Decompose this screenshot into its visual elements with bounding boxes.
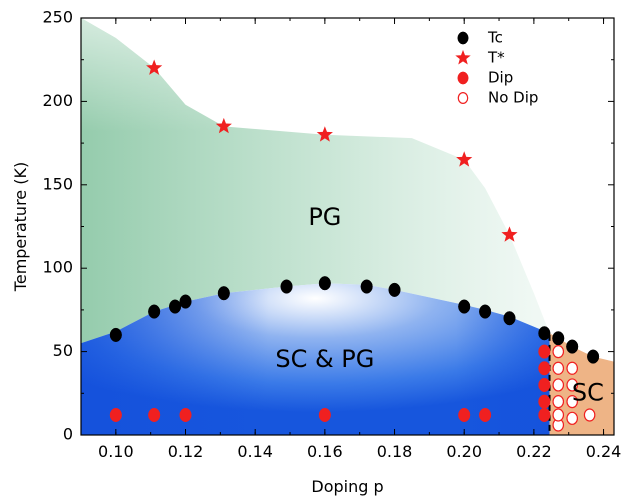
no-dip-point: [566, 411, 578, 425]
no-dip-point: [552, 408, 565, 422]
dip-point: [179, 407, 192, 423]
no-dip-point: [552, 361, 565, 375]
t-point: [501, 226, 518, 242]
no-dip-point: [552, 345, 565, 359]
tc-point: [148, 304, 161, 319]
x-axis-label: Doping p: [311, 477, 383, 496]
dip-point: [538, 377, 551, 393]
tc-point: [169, 299, 182, 314]
tc-point: [360, 279, 373, 294]
tc-point: [179, 294, 192, 309]
legend: Tc T* Dip No Dip: [455, 29, 538, 107]
x-tick-label: 0.18: [377, 442, 413, 461]
tc-point: [318, 276, 331, 291]
legend-label: Dip: [488, 69, 513, 87]
legend-marker: [457, 31, 469, 45]
y-tick-label: 150: [42, 174, 73, 193]
x-tick-label: 0.12: [168, 442, 204, 461]
dip-point: [538, 394, 551, 409]
tc-point: [109, 327, 122, 342]
legend-label: T*: [487, 49, 505, 67]
dip-point: [538, 361, 551, 376]
tc-point: [217, 286, 230, 301]
legend-label: Tc: [487, 29, 503, 47]
y-tick-label: 100: [42, 258, 73, 277]
tc-point: [388, 282, 401, 297]
t-point: [316, 126, 333, 142]
phase-regions: [81, 18, 614, 435]
x-tick-label: 0.14: [237, 442, 273, 461]
no-dip-point: [566, 361, 578, 375]
x-tick-label: 0.10: [98, 442, 134, 461]
region-labels: PG SC & PG SC: [275, 203, 604, 406]
dip-point: [458, 407, 471, 423]
no-dip-point: [583, 408, 596, 422]
legend-marker: [457, 91, 469, 104]
t-point: [215, 117, 232, 134]
tc-point: [503, 311, 516, 326]
tc-point: [458, 299, 471, 314]
region-label: PG: [308, 203, 341, 231]
no-dip-point: [552, 378, 565, 392]
dip-point: [318, 407, 331, 423]
y-tick-label: 50: [53, 341, 73, 360]
t-point: [146, 59, 163, 75]
tc-point: [587, 349, 600, 364]
no-dip-point: [566, 395, 578, 409]
dip-point: [479, 407, 492, 423]
dip-point: [109, 407, 122, 423]
tc-point: [479, 304, 492, 319]
no-dip-point: [552, 395, 565, 409]
x-tick-label: 0.22: [516, 442, 552, 461]
legend-marker: [457, 71, 469, 85]
legend-marker: [455, 49, 471, 65]
y-tick-label: 200: [42, 91, 73, 110]
tc-point: [538, 326, 551, 341]
x-tick-label: 0.20: [446, 442, 482, 461]
tc-point: [280, 279, 293, 294]
dip-point: [148, 407, 161, 423]
dip-point: [538, 407, 551, 423]
data-markers: [109, 59, 600, 432]
dip-point: [538, 344, 551, 359]
pg-region-highlight: [81, 18, 550, 344]
y-tick-label: 250: [42, 8, 73, 27]
tc-point: [566, 339, 579, 354]
x-tick-label: 0.16: [307, 442, 343, 461]
region-label: SC & PG: [275, 345, 374, 373]
tc-point: [552, 331, 565, 346]
y-tick-label: 0: [63, 425, 73, 444]
no-dip-point: [566, 378, 578, 392]
y-axis-label: Temperature (K): [11, 162, 30, 292]
legend-label: No Dip: [488, 89, 538, 107]
x-tick-label: 0.24: [586, 442, 622, 461]
axes: 0.10 0.12 0.14 0.16 0.18 0.20 0.22 0.24 0 50 100 15…: [11, 8, 621, 497]
t-point: [456, 151, 473, 167]
sc-pg-region-shade: [81, 283, 550, 435]
region-label: SC: [572, 378, 604, 406]
